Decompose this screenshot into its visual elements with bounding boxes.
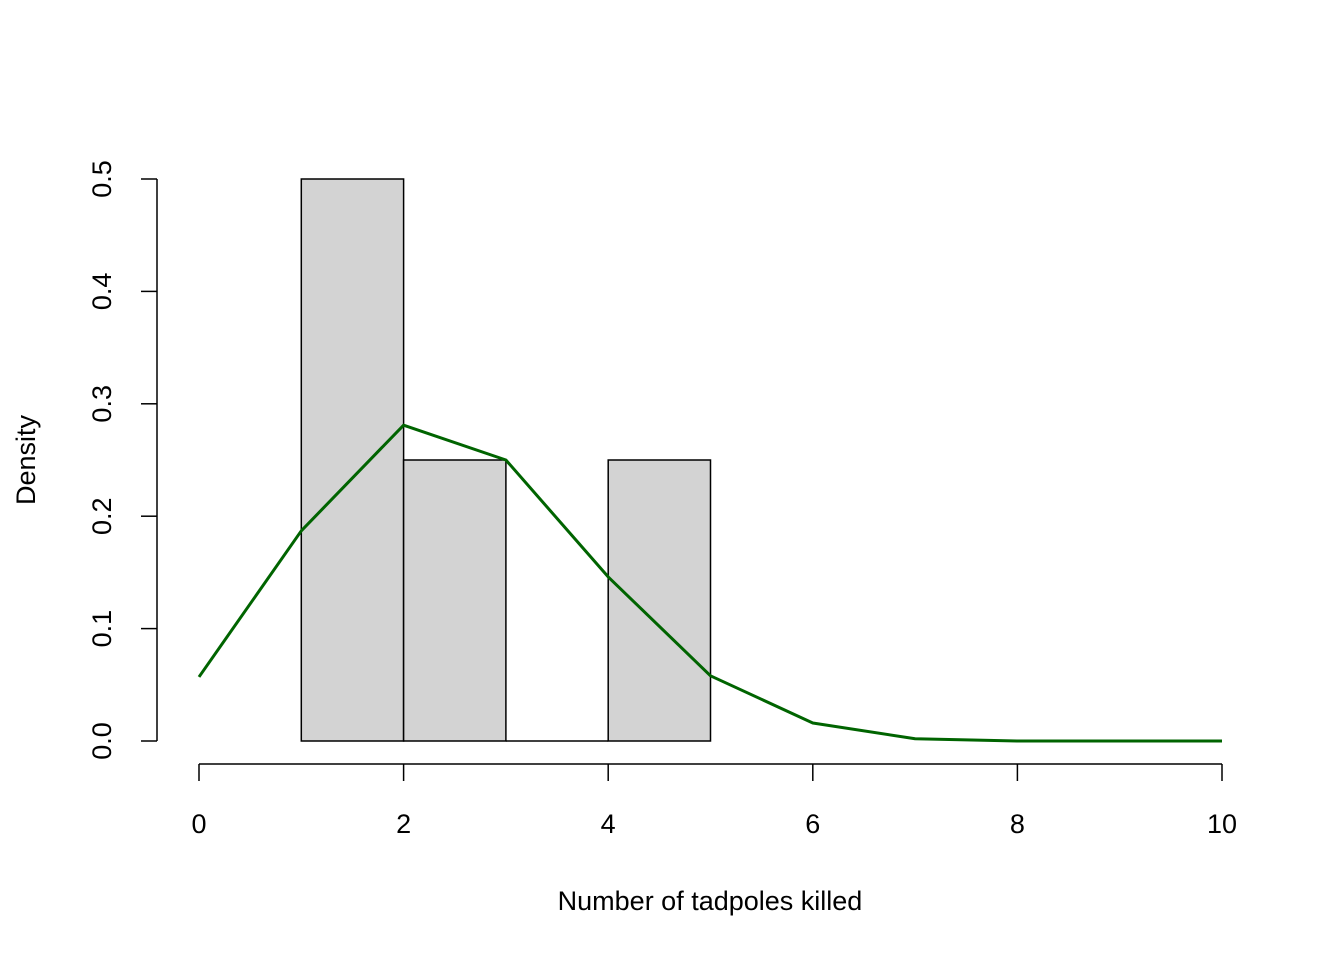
density-line-0 (197, 423, 1222, 743)
density-line-series (197, 423, 1222, 743)
histogram-bar-1 (402, 459, 507, 742)
histogram-bar-3 (607, 459, 712, 742)
x-tick-label: 8 (1010, 809, 1025, 839)
y-tick-label: 0.5 (87, 160, 117, 198)
x-tick-label: 10 (1207, 809, 1237, 839)
y-tick-label: 0.3 (87, 385, 117, 423)
histogram-bar-0 (300, 178, 405, 742)
x-tick-label: 0 (191, 809, 206, 839)
x-tick-label: 2 (396, 809, 411, 839)
y-tick-label: 0.2 (87, 497, 117, 535)
x-axis: 0 2 4 6 8 10 (191, 763, 1237, 839)
y-tick-label: 0.4 (87, 273, 117, 311)
y-tick-label: 0.1 (87, 610, 117, 648)
histogram-bars (300, 178, 712, 742)
x-tick-label: 4 (601, 809, 616, 839)
y-tick-label: 0.0 (87, 722, 117, 760)
y-axis-title: Density (11, 414, 41, 505)
x-tick-label: 6 (805, 809, 820, 839)
y-axis: 0.0 0.1 0.2 0.3 0.4 0.5 (87, 160, 158, 760)
x-axis-title: Number of tadpoles killed (558, 886, 863, 916)
